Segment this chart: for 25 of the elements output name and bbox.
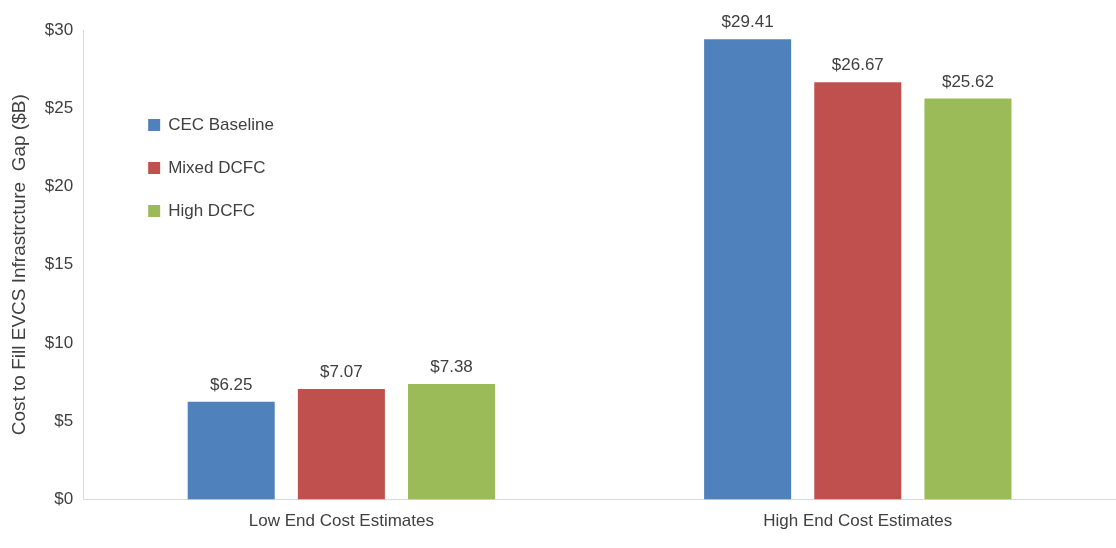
data-label: $6.25 <box>209 374 253 394</box>
y-tick-label: $25 <box>44 97 74 117</box>
y-tick-label: $30 <box>44 19 74 39</box>
y-tick-label: $15 <box>44 254 74 274</box>
legend-label: CEC Baseline <box>168 114 274 134</box>
bar <box>187 401 275 500</box>
data-label: $7.07 <box>320 362 363 382</box>
bar <box>408 384 496 500</box>
y-tick-label: $0 <box>54 489 74 509</box>
data-label: $29.41 <box>721 12 774 32</box>
y-tick-label: $5 <box>54 411 74 431</box>
legend-label: Mixed DCFC <box>168 157 266 177</box>
bar <box>814 82 902 500</box>
legend-label: High DCFC <box>168 200 256 220</box>
data-label: $25.62 <box>941 71 994 91</box>
data-label: $26.67 <box>831 55 884 75</box>
data-label: $7.38 <box>430 357 473 377</box>
y-tick-label: $20 <box>44 176 74 196</box>
x-tick-label: Low End Cost Estimates <box>248 511 434 531</box>
bar <box>704 39 792 500</box>
x-tick-label: High End Cost Estimates <box>763 511 953 531</box>
y-tick-label: $10 <box>44 332 74 352</box>
bar <box>297 388 385 500</box>
bar <box>924 98 1012 500</box>
y-axis-title: Cost to Fill EVCS Infrastrcture Gap ($B) <box>7 94 29 436</box>
